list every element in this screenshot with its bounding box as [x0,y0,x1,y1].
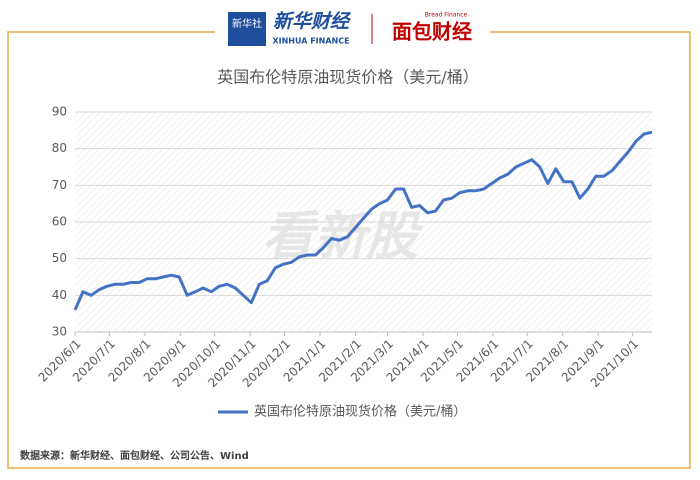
brand1: 新华财经 [273,11,352,33]
legend-label: 英国布伦特原油现货价格（美元/桶） [254,404,466,420]
y-tick-label: 30 [52,325,67,339]
y-tick-label: 80 [52,141,67,155]
watermark: 看新股 [262,207,424,267]
chart-title: 英国布伦特原油现货价格（美元/桶） [217,68,478,87]
y-tick-label: 90 [52,105,67,119]
logo-box [228,12,266,46]
source-note: 数据来源：新华财经、面包财经、公司公告、Wind [20,449,249,462]
y-tick-label: 40 [52,288,67,302]
y-tick-label: 70 [52,178,67,192]
y-tick-label: 60 [52,215,67,229]
logo-small: 新华社 [232,17,262,30]
brand2-en: Bread Finance [425,12,468,19]
brand1-en: XINHUA FINANCE [272,37,349,46]
y-tick-label: 50 [52,251,67,265]
brand2: 面包财经 [392,20,472,44]
line-series [73,130,653,311]
